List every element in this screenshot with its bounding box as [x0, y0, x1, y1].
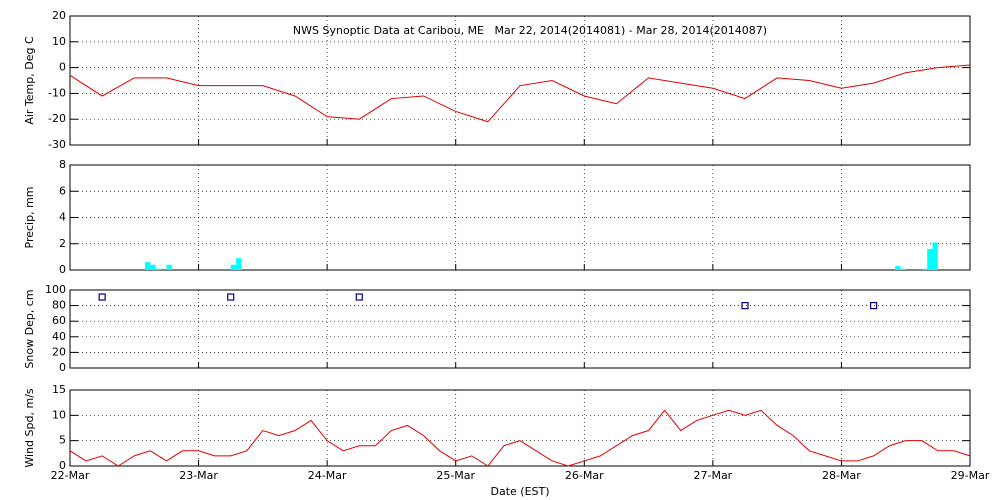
y-tick-label: 60: [52, 314, 66, 327]
y-tick-label: 80: [52, 299, 66, 312]
y-tick-label: -30: [48, 138, 66, 151]
x-tick-label: 28-Mar: [822, 469, 861, 482]
bar: [155, 268, 162, 270]
bar: [932, 242, 938, 270]
y-axis-label: Precip, mm: [23, 187, 36, 249]
x-tick-label: 27-Mar: [693, 469, 732, 482]
panel-frame: [69, 289, 971, 369]
y-tick-label: 8: [59, 158, 66, 171]
y-tick-label: 20: [52, 9, 66, 22]
bar: [900, 268, 906, 270]
x-tick-label: 22-Mar: [51, 469, 90, 482]
point: [98, 293, 106, 301]
y-tick-label: 0: [59, 459, 66, 472]
x-tick-label: 26-Mar: [565, 469, 604, 482]
y-tick-label: 6: [59, 184, 66, 197]
series-line: [69, 409, 971, 467]
y-tick-label: 100: [45, 283, 66, 296]
y-axis-label: Wind Spd, m/s: [23, 388, 36, 468]
x-axis-label: Date (EST): [490, 485, 549, 498]
bar: [921, 268, 928, 270]
y-tick-label: 2: [59, 237, 66, 250]
x-tick-label: 23-Mar: [179, 469, 218, 482]
x-tick-label: 25-Mar: [436, 469, 475, 482]
point: [227, 293, 235, 301]
point: [355, 293, 363, 301]
y-tick-label: 5: [59, 434, 66, 447]
point: [741, 302, 749, 310]
bar: [166, 264, 172, 270]
panel-frame: [69, 389, 971, 467]
panel-frame: [69, 15, 971, 146]
bar: [144, 262, 151, 270]
point: [869, 302, 878, 310]
y-tick-label: 15: [52, 383, 66, 396]
x-tick-label: 24-Mar: [308, 469, 347, 482]
y-axis-label: Air Temp, Deg C: [23, 36, 36, 125]
y-tick-label: -20: [48, 112, 66, 125]
bar: [895, 266, 901, 270]
y-tick-label: -10: [48, 86, 66, 99]
y-tick-label: 0: [59, 263, 66, 276]
y-tick-label: 4: [59, 211, 66, 224]
bar: [230, 264, 237, 270]
y-tick-label: 10: [52, 408, 66, 421]
y-tick-label: 40: [52, 330, 66, 343]
bar: [236, 258, 242, 270]
y-tick-label: 10: [52, 35, 66, 48]
chart-title: NWS Synoptic Data at Caribou, ME Mar 22,…: [293, 24, 767, 37]
bar: [150, 264, 156, 270]
y-tick-label: 0: [59, 61, 66, 74]
series-line: [69, 64, 971, 123]
x-tick-label: 29-Mar: [951, 469, 990, 482]
y-tick-label: 20: [52, 345, 66, 358]
panel-frame: [69, 164, 971, 271]
bar: [927, 249, 933, 270]
y-axis-label: Snow Dep, cm: [23, 289, 36, 368]
y-tick-label: 0: [59, 361, 66, 374]
